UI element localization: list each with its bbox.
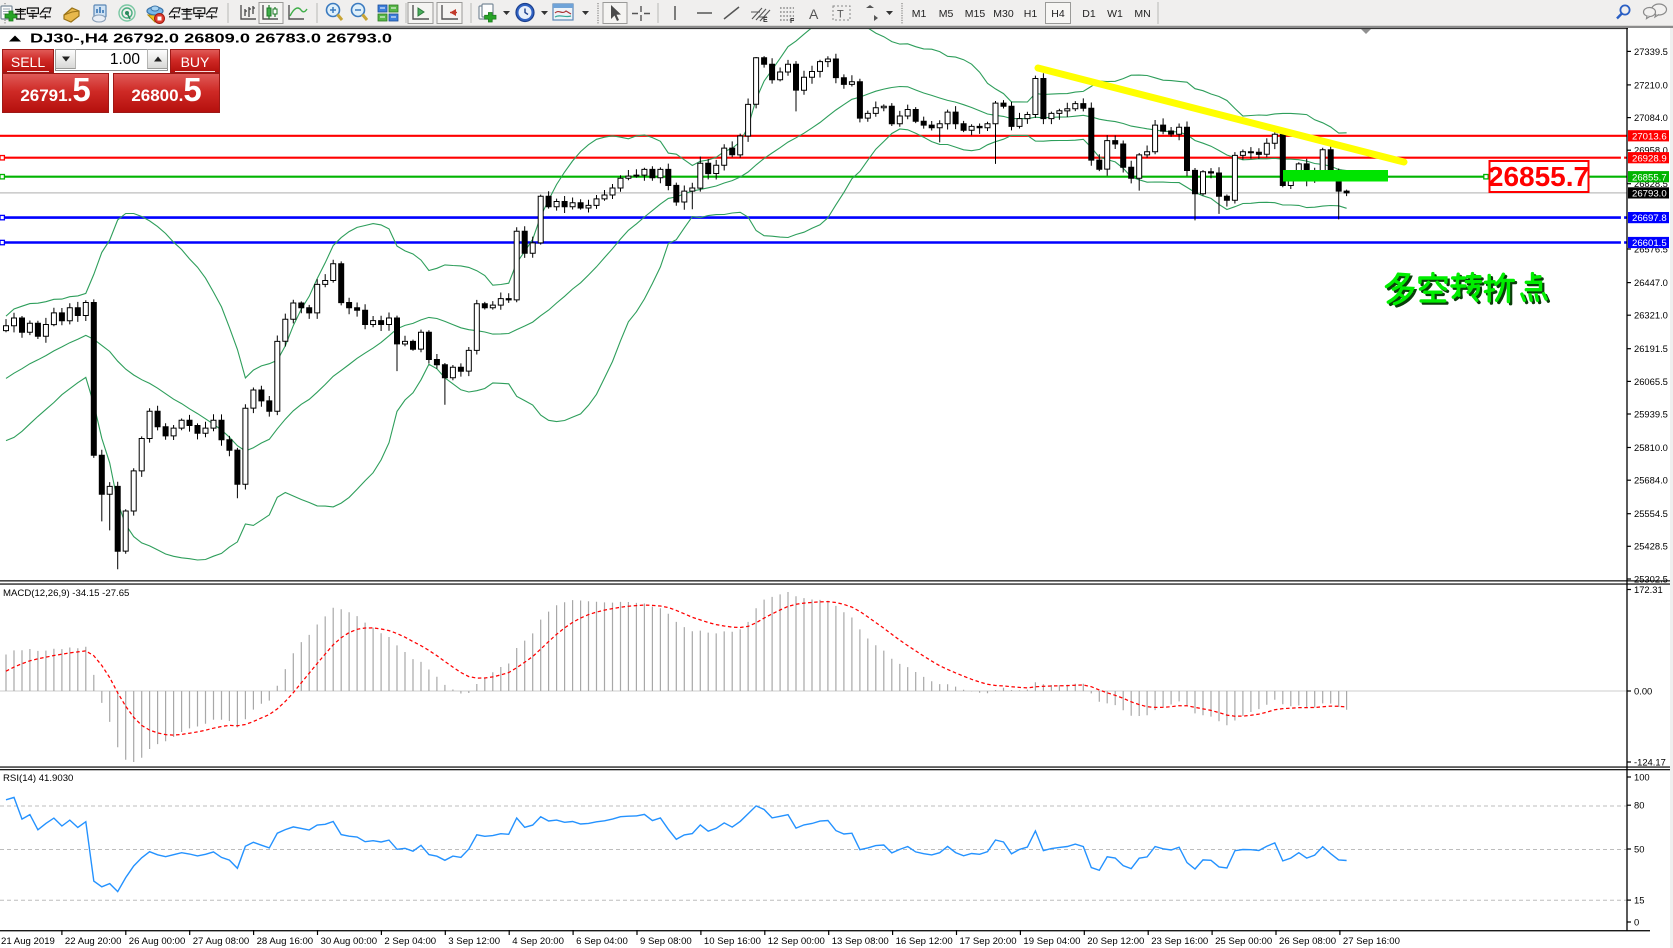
svg-text:25302.5: 25302.5: [1634, 573, 1668, 584]
svg-text:W1: W1: [1107, 8, 1123, 20]
svg-text:50: 50: [1634, 843, 1644, 854]
svg-text:28 Aug 16:00: 28 Aug 16:00: [257, 936, 314, 947]
svg-text:27 Sep 16:00: 27 Sep 16:00: [1343, 936, 1400, 947]
svg-text:10 Sep 16:00: 10 Sep 16:00: [704, 936, 761, 947]
svg-text:D1: D1: [1082, 8, 1096, 20]
svg-text:E: E: [763, 17, 768, 24]
svg-text:6 Sep 04:00: 6 Sep 04:00: [576, 936, 628, 947]
svg-text:26576.5: 26576.5: [1634, 243, 1668, 254]
svg-text:26065.5: 26065.5: [1634, 376, 1668, 387]
svg-text:25939.5: 25939.5: [1634, 408, 1668, 419]
svg-text:22 Aug 20:00: 22 Aug 20:00: [65, 936, 122, 947]
svg-text:H1: H1: [1024, 8, 1038, 20]
svg-text:26958.0: 26958.0: [1634, 145, 1668, 156]
svg-text:26 Sep 08:00: 26 Sep 08:00: [1279, 936, 1336, 947]
svg-text:MN: MN: [1134, 8, 1150, 20]
svg-text:100: 100: [1634, 771, 1650, 782]
svg-text:26928.9: 26928.9: [1632, 153, 1667, 164]
svg-text:0: 0: [1634, 916, 1639, 927]
svg-text:26321.0: 26321.0: [1634, 310, 1668, 321]
svg-text:26855.7: 26855.7: [1488, 161, 1589, 192]
svg-text:25554.5: 25554.5: [1634, 508, 1668, 519]
svg-text:4 Sep 20:00: 4 Sep 20:00: [512, 936, 564, 947]
svg-text:20 Sep 12:00: 20 Sep 12:00: [1087, 936, 1144, 947]
svg-text:26601.5: 26601.5: [1632, 238, 1667, 249]
svg-text:80: 80: [1634, 800, 1644, 811]
svg-text:DJ30-,H4 26792.0 26809.0 2678: DJ30-,H4 26792.0 26809.0 26783.0 26793.0: [30, 31, 392, 46]
svg-text:0.00: 0.00: [1634, 685, 1652, 696]
svg-text:M15: M15: [965, 8, 986, 20]
svg-text:26191.5: 26191.5: [1634, 343, 1668, 354]
svg-text:27013.6: 27013.6: [1632, 131, 1667, 142]
svg-text:9 Sep 08:00: 9 Sep 08:00: [640, 936, 692, 947]
svg-text:30 Aug 00:00: 30 Aug 00:00: [321, 936, 378, 947]
svg-text:T: T: [837, 9, 844, 21]
svg-text:M5: M5: [939, 8, 954, 20]
svg-text:12 Sep 00:00: 12 Sep 00:00: [768, 936, 825, 947]
svg-text:15: 15: [1634, 895, 1644, 906]
svg-text:-124.17: -124.17: [1634, 756, 1666, 767]
svg-text:25684.0: 25684.0: [1634, 475, 1668, 486]
svg-text:3 Sep 12:00: 3 Sep 12:00: [448, 936, 500, 947]
svg-text:M30: M30: [993, 8, 1014, 20]
svg-text:26 Aug 00:00: 26 Aug 00:00: [129, 936, 186, 947]
svg-text:26828.5: 26828.5: [1634, 178, 1668, 189]
svg-text:M1: M1: [912, 8, 927, 20]
svg-text:21 Aug 2019: 21 Aug 2019: [1, 936, 55, 947]
svg-text:MACD(12,26,9) -34.15 -27.65: MACD(12,26,9) -34.15 -27.65: [3, 588, 129, 599]
svg-text:26793.0: 26793.0: [1632, 189, 1667, 200]
svg-text:26447.0: 26447.0: [1634, 277, 1668, 288]
svg-text:27 Aug 08:00: 27 Aug 08:00: [193, 936, 250, 947]
svg-text:25 Sep 00:00: 25 Sep 00:00: [1215, 936, 1272, 947]
svg-text:A: A: [809, 6, 819, 22]
svg-text:23 Sep 16:00: 23 Sep 16:00: [1151, 936, 1208, 947]
svg-text:26855.7: 26855.7: [1632, 172, 1667, 183]
svg-text:16 Sep 12:00: 16 Sep 12:00: [896, 936, 953, 947]
svg-text:27339.5: 27339.5: [1634, 46, 1668, 57]
svg-text:F: F: [790, 18, 795, 25]
svg-text:2 Sep 04:00: 2 Sep 04:00: [384, 936, 436, 947]
svg-text:26697.8: 26697.8: [1632, 213, 1667, 224]
svg-text:25428.5: 25428.5: [1634, 541, 1668, 552]
svg-text:25810.0: 25810.0: [1634, 442, 1668, 453]
svg-text:17 Sep 20:00: 17 Sep 20:00: [960, 936, 1017, 947]
svg-text:13 Sep 08:00: 13 Sep 08:00: [832, 936, 889, 947]
svg-text:172.31: 172.31: [1634, 584, 1663, 595]
svg-text:19 Sep 04:00: 19 Sep 04:00: [1023, 936, 1080, 947]
svg-text:27084.0: 27084.0: [1634, 112, 1668, 123]
svg-text:RSI(14) 41.9030: RSI(14) 41.9030: [3, 773, 73, 784]
svg-text:H4: H4: [1051, 8, 1065, 20]
svg-text:27210.0: 27210.0: [1634, 79, 1668, 90]
